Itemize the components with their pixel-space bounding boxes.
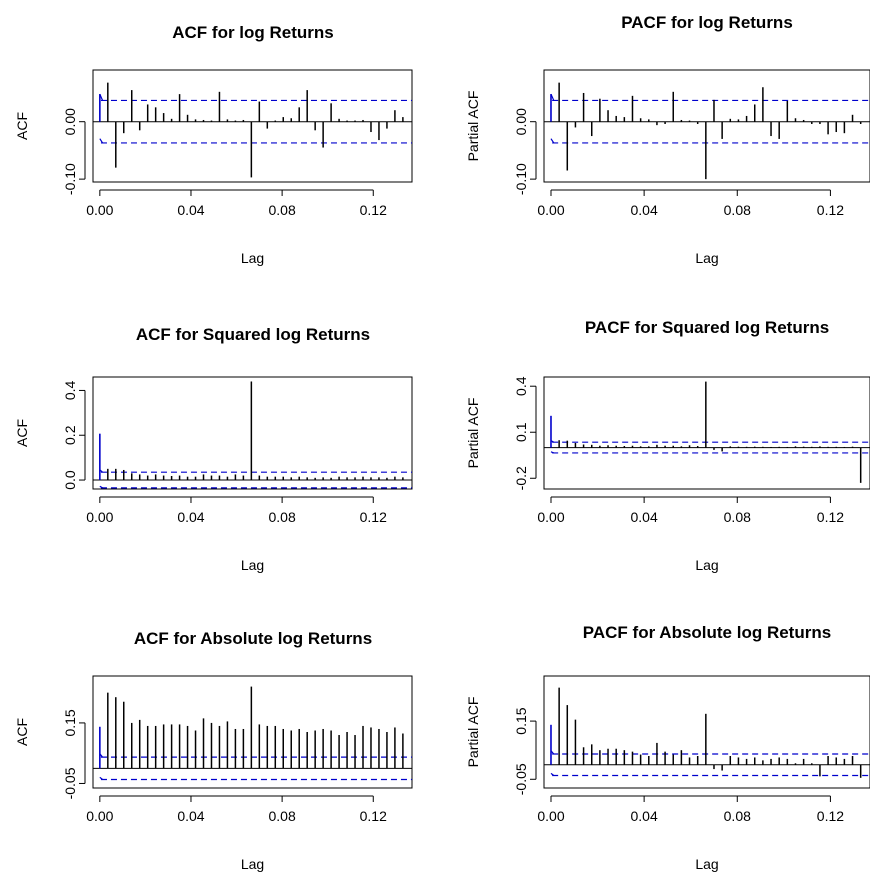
x-tick-label: 0.08 [724,509,751,525]
y-axis-label: ACF [14,718,30,746]
x-axis-label: Lag [695,557,718,573]
chart-title: ACF for Squared log Returns [136,325,370,344]
chart-title: ACF for Absolute log Returns [134,629,372,648]
plot-area [544,687,870,778]
y-tick-label: 0.4 [62,380,78,400]
y-tick-label: -0.05 [513,763,529,795]
lag0-connector-lower [550,138,555,144]
y-tick-label: -0.2 [513,466,529,490]
lag0-connector-lower [99,138,104,144]
x-axis-label: Lag [695,250,718,266]
x-tick-label: 0.00 [537,509,564,525]
plot-frame [543,376,870,490]
x-tick-label: 0.04 [631,202,658,218]
x-tick-label: 0.04 [177,808,204,824]
chart-title: ACF for log Returns [172,23,334,42]
lag0-connector-upper [550,440,555,443]
plot-frame [92,69,413,183]
x-axis-label: Lag [241,856,264,872]
panel-pacf-log-returns: PACF for log Returns 0.00 0.04 0.08 0.12 -0.1… [465,13,870,266]
x-tick-label: 0.00 [86,509,113,525]
x-axis-label: Lag [241,250,264,266]
x-tick-label: 0.12 [360,509,387,525]
x-tick-label: 0.12 [817,509,844,525]
y-axis-label: Partial ACF [465,697,481,768]
lag0-connector-lower [550,451,554,454]
x-tick-label: 0.04 [631,808,658,824]
x-tick-label: 0.12 [360,808,387,824]
x-tick-label: 0.12 [360,202,387,218]
lag0-connector-upper [550,93,555,101]
lag0-connector-upper [99,753,104,758]
lag0-connector-lower [550,772,555,776]
plot-frame [92,675,413,789]
x-tick-label: 0.04 [631,509,658,525]
x-tick-label: 0.12 [817,808,844,824]
plot-frame [92,376,413,490]
y-tick-label: 0.1 [513,422,529,442]
x-tick-label: 0.12 [817,202,844,218]
panel-pacf-absolute-log-returns: PACF for Absolute log Returns 0.00 0.04 0.0… [465,623,870,872]
x-tick-label: 0.08 [724,808,751,824]
chart-title: PACF for log Returns [621,13,793,32]
lag0-connector-upper [99,469,103,473]
plot-area [93,381,412,489]
x-axis-label: Lag [695,856,718,872]
y-tick-label: -0.10 [513,163,529,195]
y-axis-label: ACF [14,112,30,140]
plot-area [544,381,870,483]
plot-frame [543,69,870,183]
chart-title: PACF for Absolute log Returns [583,623,831,642]
x-tick-label: 0.08 [268,202,295,218]
y-axis-label: Partial ACF [465,398,481,469]
x-axis-label: Lag [241,557,264,573]
lag0-connector-lower [99,485,103,489]
plot-area [93,82,412,178]
x-tick-label: 0.04 [177,509,204,525]
y-tick-label: 0.00 [513,108,529,135]
lag0-connector-upper [99,93,104,101]
x-tick-label: 0.08 [268,808,295,824]
plot-frame [543,675,870,789]
panel-acf-log-returns: ACF for log Returns 0.00 0.04 0.08 0.12 -0.10… [14,23,413,266]
x-tick-label: 0.00 [86,808,113,824]
y-tick-label: 0.15 [513,707,529,734]
y-tick-label: 0.00 [62,108,78,135]
y-tick-label: -0.05 [62,767,78,799]
panel-acf-absolute-log-returns: ACF for Absolute log Returns 0.00 0.04 0.08… [14,629,413,872]
x-tick-label: 0.00 [537,808,564,824]
panel-acf-squared-log-returns: ACF for Squared log Returns 0.00 0.04 0.08 0… [14,325,413,573]
y-axis-label: ACF [14,419,30,447]
chart-title: PACF for Squared log Returns [585,318,829,337]
y-tick-label: -0.10 [62,163,78,195]
lag0-connector-lower [99,776,103,780]
y-tick-label: 0.0 [62,470,78,490]
y-tick-label: 0.4 [513,376,529,396]
plot-area [544,82,870,180]
x-tick-label: 0.00 [537,202,564,218]
x-tick-label: 0.08 [268,509,295,525]
panel-pacf-squared-log-returns: PACF for Squared log Returns 0.00 0.04 0.08… [465,318,870,573]
lag0-connector-upper [550,750,555,755]
y-tick-label: 0.2 [62,425,78,445]
x-tick-label: 0.08 [724,202,751,218]
x-tick-label: 0.04 [177,202,204,218]
y-axis-label: Partial ACF [465,91,481,162]
x-tick-label: 0.00 [86,202,113,218]
plot-area [93,686,412,781]
y-tick-label: 0.15 [62,709,78,736]
